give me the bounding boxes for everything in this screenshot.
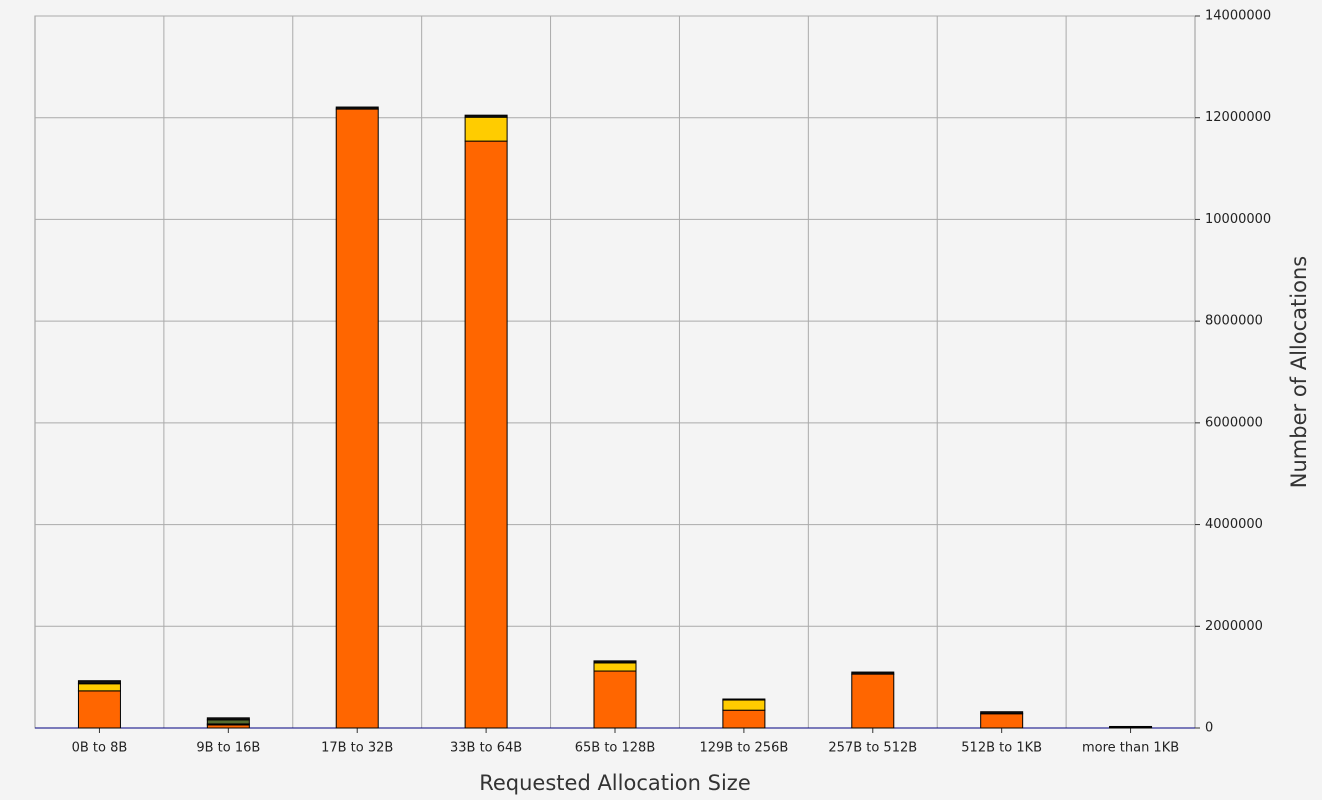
x-tick-label: more than 1KB bbox=[1082, 741, 1179, 756]
y-tick-label: 2000000 bbox=[1205, 619, 1263, 634]
y-tick-label: 4000000 bbox=[1205, 517, 1263, 532]
y-tick-label: 8000000 bbox=[1205, 314, 1263, 329]
y-tick-label: 10000000 bbox=[1205, 212, 1271, 227]
bar-segment bbox=[206, 719, 250, 725]
bar-segment bbox=[206, 717, 250, 721]
bar-segment bbox=[722, 709, 766, 729]
bar-segment bbox=[722, 698, 766, 701]
x-axis-title: Requested Allocation Size bbox=[479, 771, 751, 795]
x-tick-label: 9B to 16B bbox=[196, 741, 260, 756]
x-tick-label: 0B to 8B bbox=[72, 741, 128, 756]
y-tick-label: 14000000 bbox=[1205, 9, 1271, 24]
bar-segment bbox=[851, 673, 895, 729]
bar-segment bbox=[593, 660, 637, 664]
y-tick-label: 6000000 bbox=[1205, 415, 1263, 430]
bar-segment bbox=[593, 662, 637, 672]
y-tick-label: 12000000 bbox=[1205, 110, 1271, 125]
x-tick-label: 512B to 1KB bbox=[961, 741, 1042, 756]
bar-segment bbox=[851, 671, 895, 675]
bar-segment bbox=[464, 140, 508, 729]
x-tick-label: 33B to 64B bbox=[450, 741, 522, 756]
bar-segment bbox=[464, 114, 508, 118]
bar-segment bbox=[77, 680, 121, 685]
x-tick-label: 257B to 512B bbox=[828, 741, 917, 756]
bar-segment bbox=[77, 683, 121, 692]
bar-segment bbox=[1109, 725, 1153, 728]
bar-segment bbox=[335, 106, 379, 110]
bar-segment bbox=[722, 699, 766, 711]
y-axis-title: Number of Allocations bbox=[1287, 256, 1311, 488]
bar-segment bbox=[335, 108, 379, 729]
plot-area bbox=[34, 15, 1196, 729]
bar-segment bbox=[980, 713, 1024, 729]
x-tick-label: 65B to 128B bbox=[575, 741, 656, 756]
bar-segment bbox=[980, 711, 1024, 715]
x-tick-label: 17B to 32B bbox=[321, 741, 393, 756]
bar-segment bbox=[77, 690, 121, 729]
bar-segment bbox=[464, 116, 508, 142]
bar-segment bbox=[593, 670, 637, 729]
x-tick-label: 129B to 256B bbox=[699, 741, 788, 756]
y-tick-label: 0 bbox=[1205, 721, 1213, 736]
